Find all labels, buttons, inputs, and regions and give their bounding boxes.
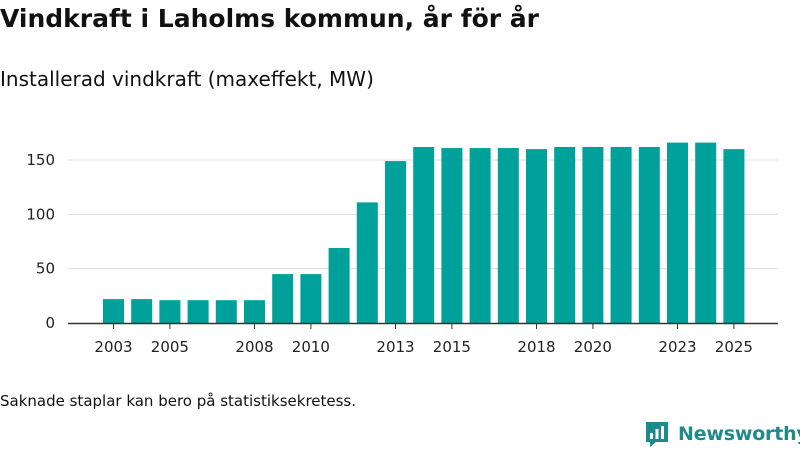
x-tick-label: 2010	[292, 338, 330, 356]
brand-name: Newsworthy	[678, 423, 800, 445]
x-tick-label: 2020	[574, 338, 612, 356]
bar-2007	[215, 300, 237, 323]
bar-2021	[610, 146, 632, 323]
bar-2019	[554, 146, 576, 323]
x-tick-label: 2025	[715, 338, 753, 356]
bar-2010	[300, 274, 322, 323]
bar-2011	[328, 248, 350, 323]
chart-title: Vindkraft i Laholms kommun, år för år	[0, 4, 539, 33]
newsworthy-logo-icon	[646, 422, 668, 447]
x-tick-label: 2018	[517, 338, 555, 356]
y-tick-label: 100	[26, 205, 55, 223]
bar-2015	[441, 148, 463, 323]
bar-2023	[667, 142, 688, 323]
x-axis-ticks: 2003 2005 2008 2010 2013 2015 2018 2020 2023 2025	[94, 323, 753, 356]
x-tick-label: 2008	[235, 338, 273, 356]
x-tick-label: 2003	[94, 338, 132, 356]
y-tick-label: 150	[26, 151, 55, 169]
bar-2022	[638, 146, 660, 323]
bar-2008	[244, 300, 265, 323]
y-tick-label: 0	[45, 314, 55, 332]
bars	[103, 142, 745, 323]
bar-2016	[469, 148, 491, 323]
footnote: Saknade staplar kan bero på statistiksek…	[0, 392, 357, 410]
x-tick-label: 2013	[376, 338, 414, 356]
bar-2014	[413, 146, 435, 323]
x-tick-label: 2023	[658, 338, 696, 356]
bar-2025	[723, 149, 745, 323]
bar-2009	[272, 274, 294, 323]
x-tick-label: 2015	[433, 338, 471, 356]
bar-2003	[103, 299, 124, 323]
newsworthy-brand: Newsworthy	[644, 420, 800, 448]
bar-2013	[385, 161, 406, 323]
bar-2024	[695, 142, 717, 323]
bar-2005	[159, 300, 181, 323]
x-tick-label: 2005	[151, 338, 189, 356]
y-axis-ticks: 0 50 100 150	[26, 151, 55, 332]
bar-2020	[582, 146, 604, 323]
y-tick-label: 50	[36, 260, 55, 278]
bar-2004	[131, 299, 153, 323]
bar-2006	[187, 300, 209, 323]
bar-2017	[497, 148, 519, 323]
bar-2012	[356, 202, 378, 323]
bar-2018	[526, 149, 547, 323]
chart-subtitle: Installerad vindkraft (maxeffekt, MW)	[0, 67, 374, 91]
